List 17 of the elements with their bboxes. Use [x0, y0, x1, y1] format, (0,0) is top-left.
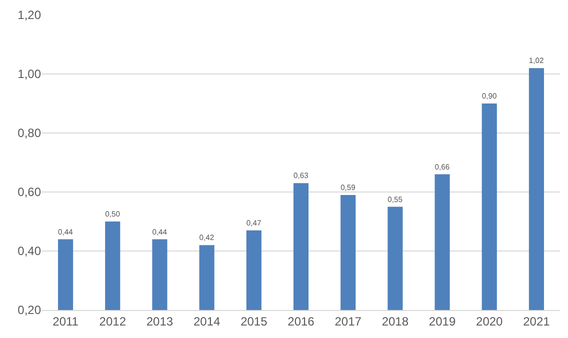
y-tick-label: 0,60 — [18, 185, 42, 200]
x-tick-label: 2012 — [99, 314, 126, 328]
x-tick-label: 2021 — [523, 314, 550, 328]
x-tick-label: 2013 — [146, 314, 174, 328]
y-tick-label: 1,20 — [18, 8, 42, 22]
y-tick-label: 0,40 — [18, 244, 42, 258]
x-tick-label: 2017 — [334, 314, 362, 328]
x-tick-label: 2015 — [240, 314, 268, 328]
x-tick-label: 2011 — [52, 314, 79, 328]
x-tick-label: 2014 — [193, 314, 220, 328]
x-tick-label: 2018 — [382, 314, 409, 328]
x-tick-label: 2016 — [288, 314, 315, 328]
x-tick-label: 2019 — [428, 314, 456, 328]
y-tick-label: 0,20 — [18, 303, 42, 318]
y-tick-label: 0,80 — [18, 126, 42, 140]
x-tick-label: 2020 — [476, 314, 504, 328]
y-tick-label: 1,00 — [18, 67, 42, 82]
